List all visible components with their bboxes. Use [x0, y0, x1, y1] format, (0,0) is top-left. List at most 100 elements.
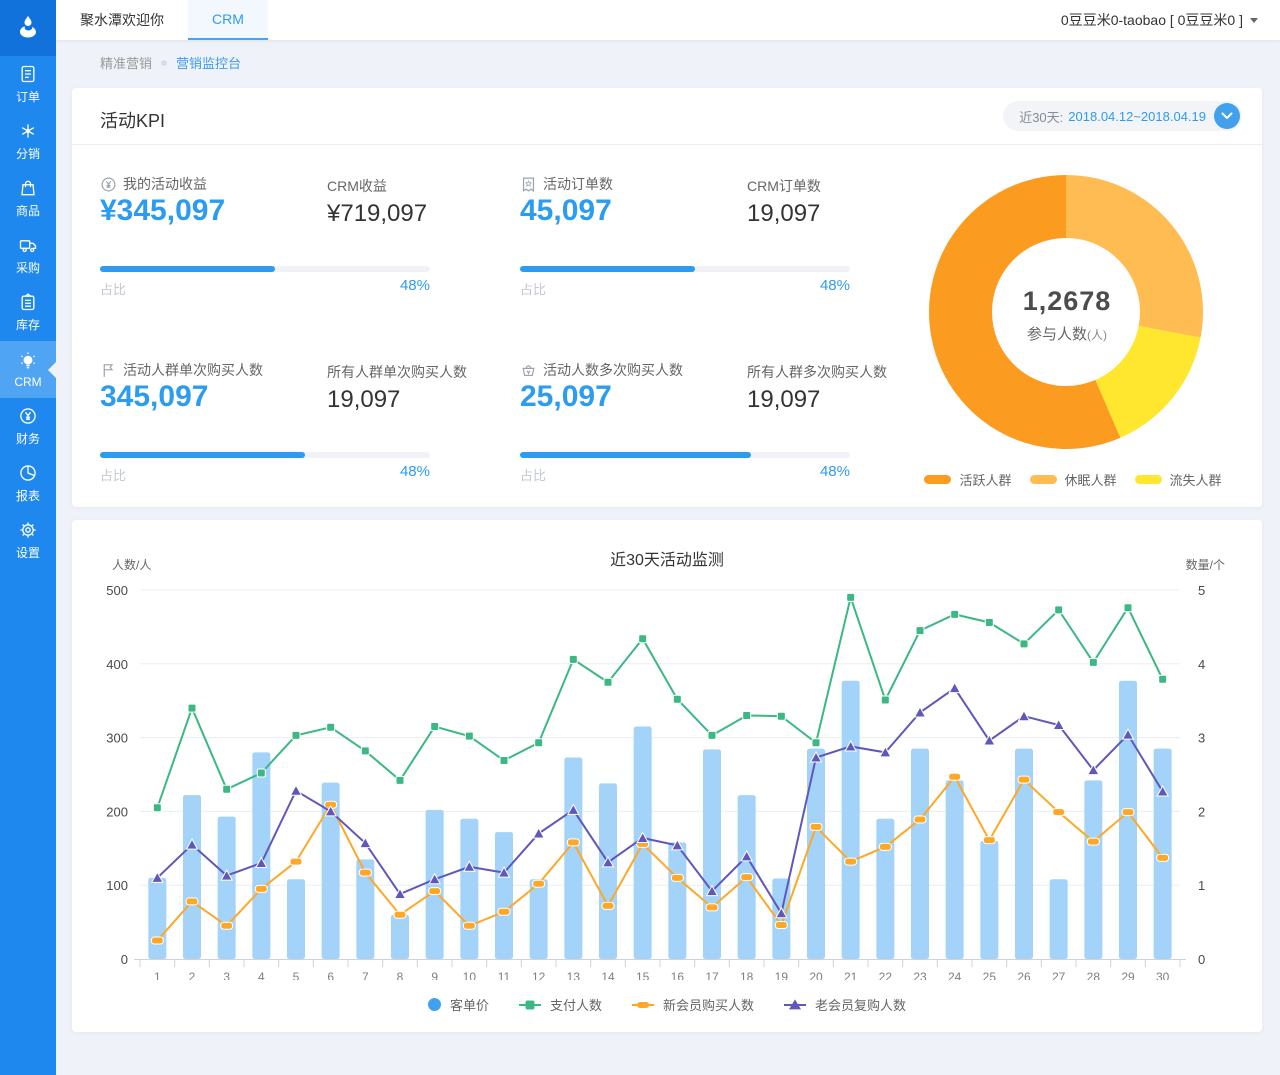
svg-text:300: 300 — [106, 731, 128, 746]
legend-line-marker — [632, 1001, 654, 1008]
metric-value: 45,097 — [520, 194, 612, 227]
sidebar-item-label: 订单 — [15, 90, 40, 104]
ratio-progress-track — [100, 266, 430, 272]
metric-label: 活动人数多次购买人数 — [520, 360, 683, 380]
svg-text:11: 11 — [498, 970, 511, 980]
legend-square-marker — [525, 1000, 535, 1009]
app-logo[interactable] — [0, 0, 56, 56]
flag-icon — [103, 363, 114, 377]
svg-text:17: 17 — [705, 970, 719, 980]
ratio-progress-fill — [520, 452, 751, 458]
legend-item-returning-member-buyers[interactable]: 老会员复购人数 — [784, 995, 906, 1014]
sidebar-item-label: 设置 — [15, 546, 40, 560]
distribution-icon — [21, 124, 35, 138]
metric-label: 活动订单数 — [520, 174, 613, 194]
top-header: 聚水潭欢迎你 CRM 0豆豆米0-taobao [ 0豆豆米0 ] — [56, 0, 1280, 40]
date-range-filter[interactable]: 近30天: 2018.04.12~2018.04.19 — [1003, 101, 1242, 131]
ratio-progress-fill — [100, 452, 305, 458]
account-name: 0豆豆米0-taobao [ 0豆豆米0 ] — [1060, 12, 1243, 28]
sidebar-item-label: CRM — [14, 374, 42, 389]
chevron-down-icon — [1250, 17, 1258, 23]
donut-legend: 活跃人群 休眠人群 流失人群 — [918, 470, 1228, 489]
ratio-label: 占比 — [520, 468, 547, 483]
sidebar-item-inventory[interactable]: 库存 — [0, 284, 56, 341]
kpi-title: 活动KPI — [100, 111, 166, 131]
sidebar-item-label: 报表 — [15, 489, 40, 503]
inventory-icon — [21, 293, 35, 311]
svg-text:13: 13 — [567, 970, 581, 980]
date-dropdown-button[interactable] — [1214, 103, 1240, 129]
tab-welcome[interactable]: 聚水潭欢迎你 — [80, 12, 164, 28]
main-content: 精准营销 营销监控台 活动KPI 近30天: 2018.04.12~2018.0… — [56, 40, 1280, 1075]
kpi-card-header: 活动KPI 近30天: 2018.04.12~2018.04.19 — [72, 88, 1262, 145]
water-drop-icon — [20, 16, 36, 38]
legend-triangle-marker — [789, 998, 802, 1009]
ratio-progress-track — [520, 452, 850, 458]
metric-secondary-value: 19,097 — [747, 200, 821, 227]
finance-icon — [20, 408, 36, 424]
sidebar-item-label: 分销 — [15, 147, 40, 161]
ratio-progress-track — [100, 452, 430, 458]
sidebar-item-orders[interactable]: 订单 — [0, 56, 56, 113]
date-prefix: 近30天: — [1019, 109, 1064, 125]
svg-text:25: 25 — [983, 970, 997, 980]
chart-legend: 客单价 支付人数 新会员购买人数 老会员复购人数 — [72, 995, 1262, 1014]
svg-text:4: 4 — [1198, 657, 1205, 672]
breadcrumb: 精准营销 营销监控台 — [100, 53, 241, 72]
svg-text:30: 30 — [1156, 970, 1170, 980]
left-axis-unit: 人数/人 — [112, 558, 152, 572]
right-axis-unit: 数量/个 — [1185, 558, 1225, 572]
ratio-progress-fill — [520, 266, 695, 272]
svg-text:0: 0 — [1198, 952, 1205, 967]
ratio-value: 48% — [819, 463, 850, 480]
svg-text:7: 7 — [362, 970, 369, 980]
svg-text:2: 2 — [189, 970, 196, 980]
sidebar-item-finance[interactable]: 财务 — [0, 398, 56, 455]
metric-value: 345,097 — [100, 380, 209, 413]
date-range-value: 2018.04.12~2018.04.19 — [1068, 108, 1206, 124]
cart-icon — [522, 364, 535, 376]
svg-text:18: 18 — [740, 970, 754, 980]
sidebar-item-reports[interactable]: 报表 — [0, 455, 56, 512]
account-menu[interactable]: 0豆豆米0-taobao [ 0豆豆米0 ] — [1061, 0, 1280, 40]
svg-text:5: 5 — [293, 970, 300, 980]
legend-item-paying-users[interactable]: 支付人数 — [518, 995, 602, 1014]
legend-item-churned-group[interactable]: 流失人群 — [1134, 470, 1222, 489]
svg-text:500: 500 — [106, 583, 128, 598]
svg-text:6: 6 — [327, 970, 334, 980]
svg-text:12: 12 — [532, 970, 546, 980]
sidebar-item-crm[interactable]: CRM — [0, 341, 56, 398]
svg-text:14: 14 — [601, 970, 615, 980]
svg-text:4: 4 — [258, 970, 265, 980]
metric-label: 我的活动收益 — [100, 174, 207, 194]
legend-item-avg-order-value[interactable]: 客单价 — [427, 995, 489, 1014]
order-badge-icon — [522, 177, 535, 192]
purchase-icon — [19, 240, 37, 253]
ratio-label: 占比 — [100, 282, 127, 297]
breadcrumb-dot — [161, 59, 168, 66]
metric-secondary-value: ¥719,097 — [327, 200, 428, 227]
sidebar-item-label: 财务 — [15, 432, 40, 446]
sidebar-item-settings[interactable]: 设置 — [0, 512, 56, 569]
tab-crm[interactable]: CRM — [188, 0, 268, 40]
sidebar-item-purchase[interactable]: 采购 — [0, 227, 56, 284]
breadcrumb-page[interactable]: 营销监控台 — [176, 56, 242, 71]
svg-text:400: 400 — [106, 657, 128, 672]
sidebar-item-goods[interactable]: 商品 — [0, 170, 56, 227]
legend-circle-marker — [427, 998, 441, 1011]
ratio-label: 占比 — [100, 468, 127, 483]
report-icon — [20, 465, 36, 481]
legend-item-dormant-group[interactable]: 休眠人群 — [1029, 470, 1117, 489]
legend-item-new-member-buyers[interactable]: 新会员购买人数 — [632, 995, 754, 1014]
svg-text:26: 26 — [1017, 970, 1031, 980]
legend-item-active-group[interactable]: 活跃人群 — [924, 470, 1012, 489]
svg-text:8: 8 — [397, 970, 404, 980]
svg-text:5: 5 — [1198, 583, 1205, 598]
order-icon — [21, 65, 35, 83]
metric-secondary-label: 所有人群多次购买人数 — [747, 364, 887, 380]
svg-text:2: 2 — [1198, 804, 1205, 819]
svg-text:1: 1 — [154, 970, 161, 980]
participants-donut-chart — [929, 175, 1203, 449]
sidebar-item-distribution[interactable]: 分销 — [0, 113, 56, 170]
